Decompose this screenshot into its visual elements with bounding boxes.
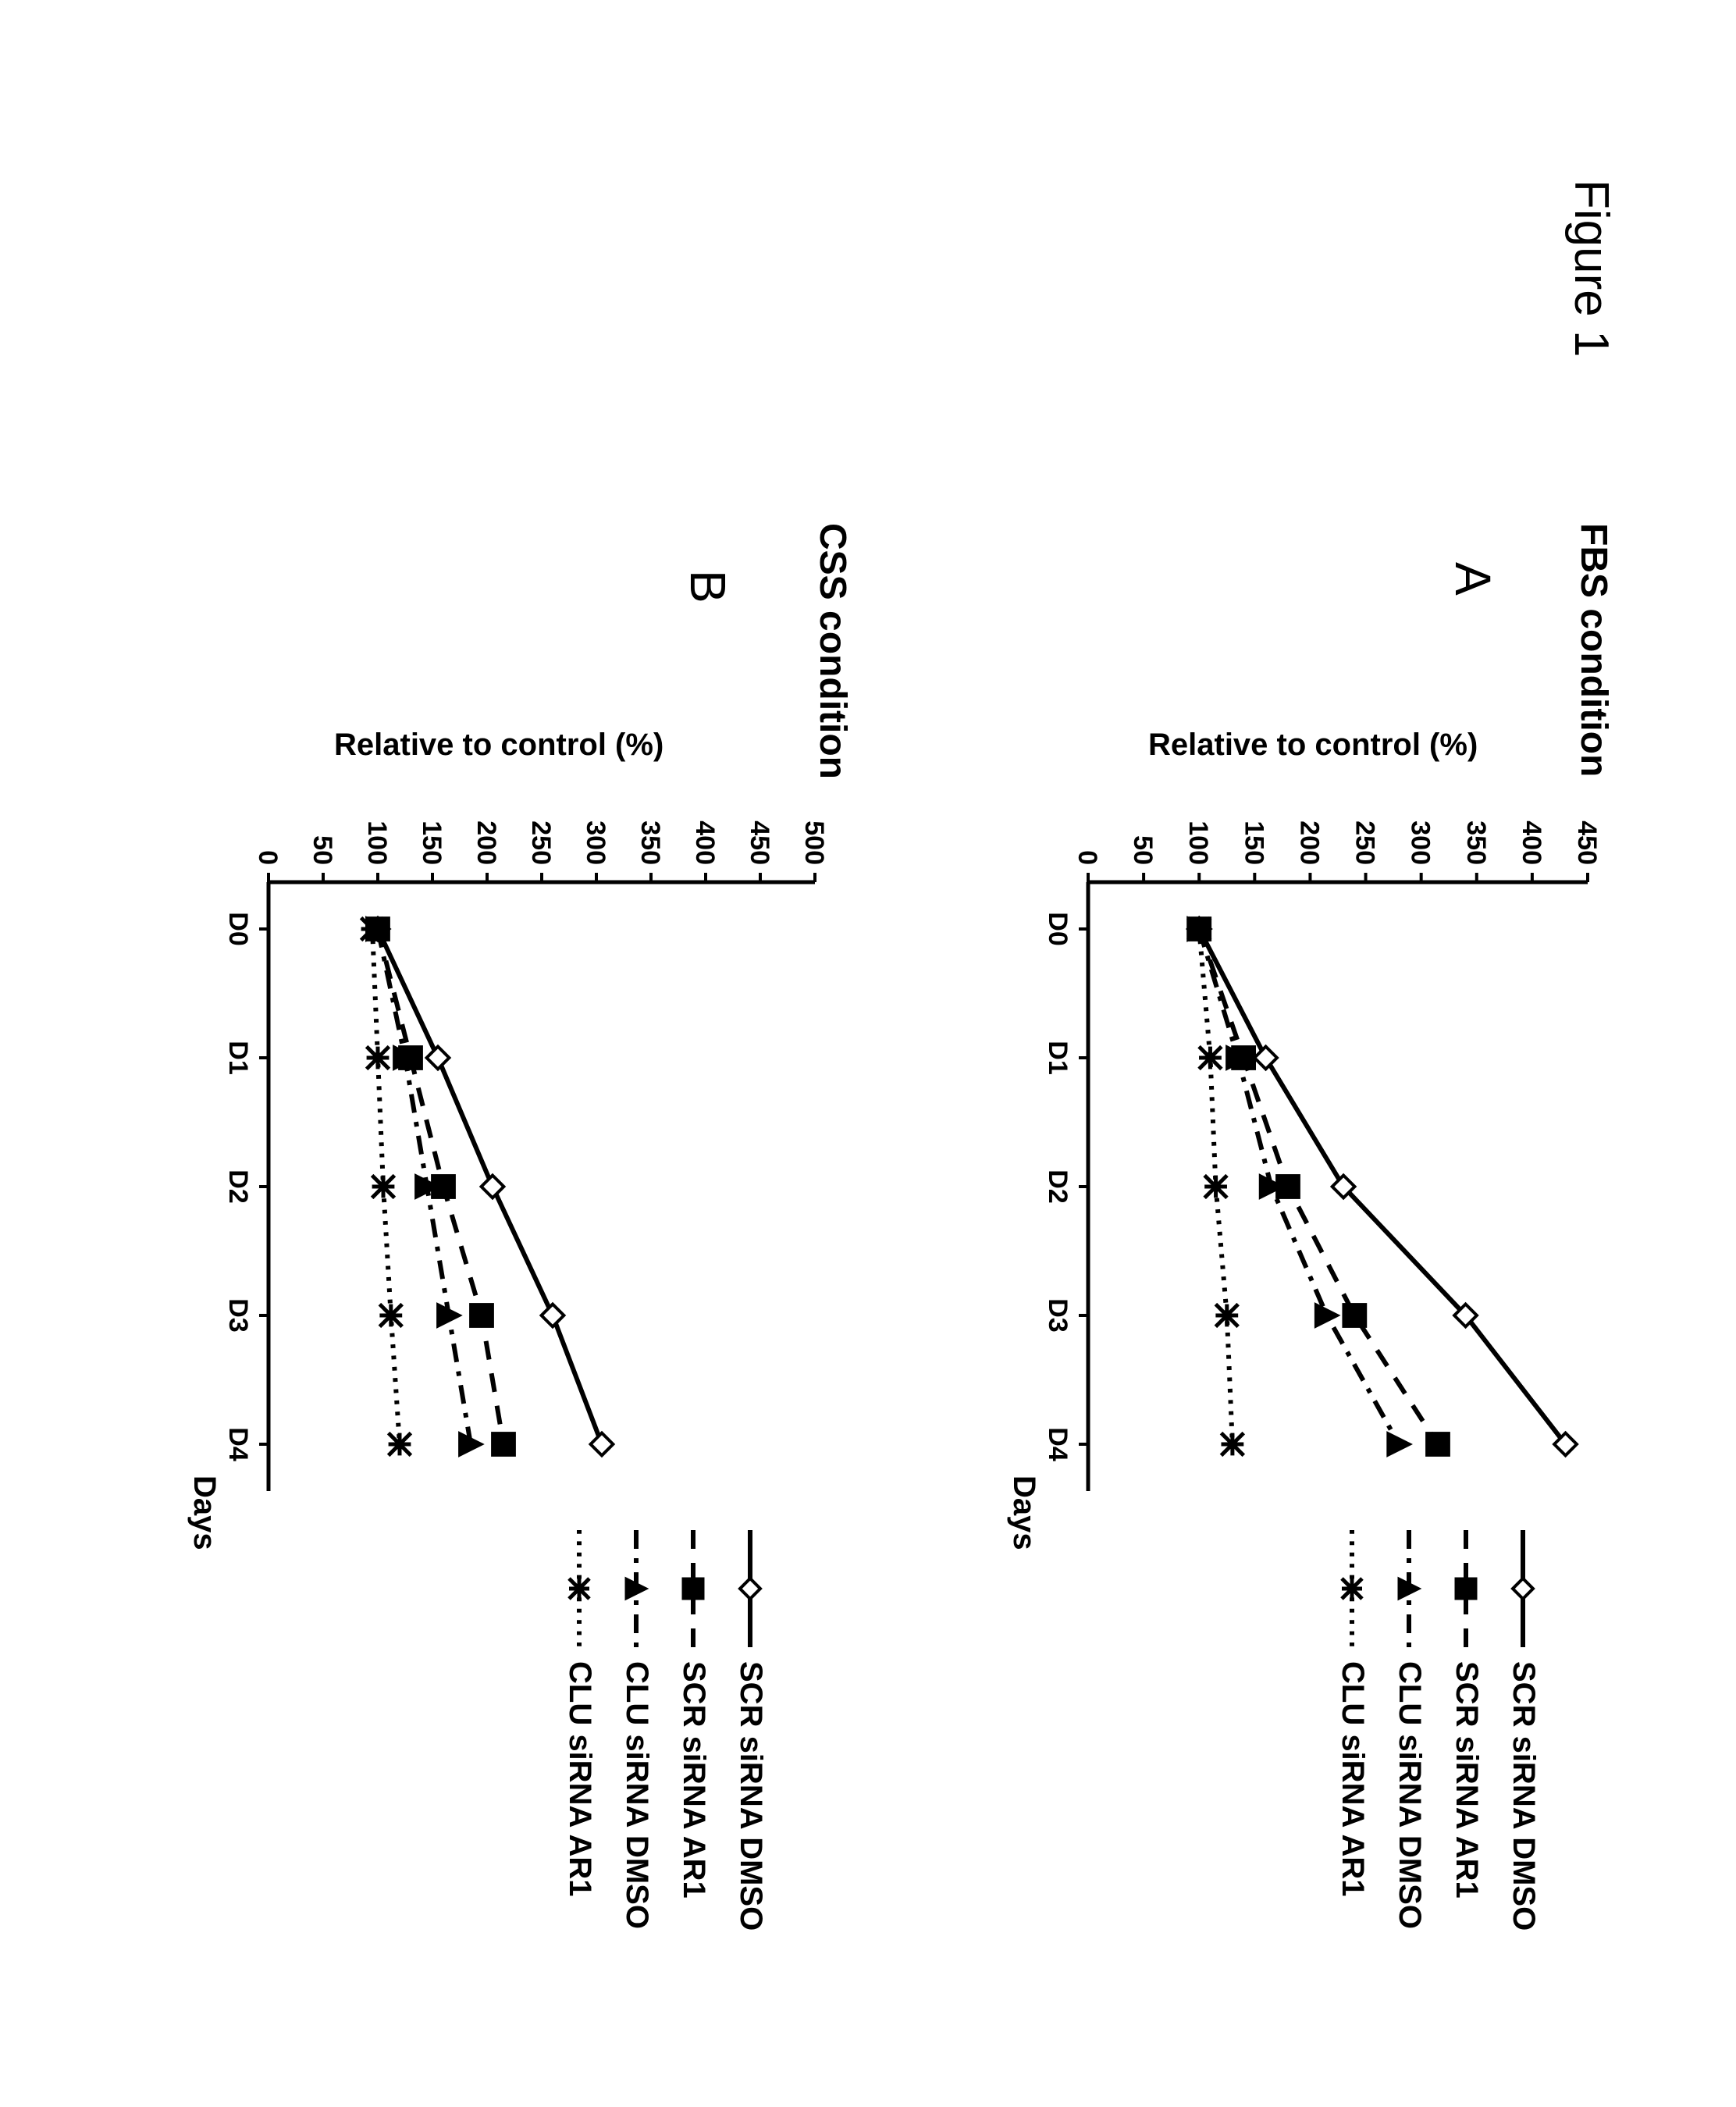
legend-label: CLU siRNA DMSO [619, 1661, 654, 1929]
legend-label: SCR siRNA AR1 [1449, 1661, 1484, 1899]
svg-text:D1: D1 [223, 1041, 253, 1074]
legend-item-scr_ar1: SCR siRNA AR1 [1449, 1530, 1484, 1931]
legend-item-clu_dmso: CLU siRNA DMSO [1392, 1530, 1427, 1931]
svg-text:D2: D2 [223, 1169, 253, 1203]
rotated-layout: Figure 1 FBS condition A Relative to con… [0, 0, 1736, 2107]
svg-text:200: 200 [1294, 820, 1324, 865]
svg-text:150: 150 [417, 820, 446, 865]
svg-text:350: 350 [1461, 820, 1491, 865]
svg-text:250: 250 [1350, 820, 1380, 865]
svg-text:D2: D2 [1043, 1169, 1073, 1203]
svg-text:50: 50 [1128, 835, 1158, 865]
svg-text:250: 250 [526, 820, 556, 865]
svg-text:150: 150 [1239, 820, 1268, 865]
x-axis-label: Days [187, 1475, 222, 1550]
svg-text:400: 400 [690, 820, 720, 865]
panel-a-letter: A [1444, 562, 1502, 596]
legend-item-scr_dmso: SCR siRNA DMSO [733, 1530, 768, 1931]
x-axis-label: Days [1006, 1475, 1041, 1550]
legend-label: CLU siRNA DMSO [1392, 1661, 1427, 1929]
svg-text:300: 300 [1406, 820, 1435, 865]
y-axis-label: Relative to control (%) [1148, 728, 1478, 763]
legend-item-scr_ar1: SCR siRNA AR1 [676, 1530, 711, 1931]
svg-text:D3: D3 [223, 1298, 253, 1332]
chart-svg: 0 50 100 150 200 250 300 350 400 450 D0 D1 D2 D3 D4 [1002, 781, 1603, 1507]
chart-svg: 0 50 100 150 200 250 300 350 400 450 500 D0 D1 D2 D3 D4 [183, 781, 831, 1507]
svg-text:50: 50 [308, 835, 337, 865]
legend-label: CLU siRNA AR1 [562, 1661, 597, 1897]
svg-text:100: 100 [362, 820, 392, 865]
svg-text:500: 500 [799, 820, 829, 865]
legend-swatch-icon [678, 1530, 710, 1647]
svg-text:D4: D4 [1043, 1427, 1073, 1461]
page: Figure 1 FBS condition A Relative to con… [0, 0, 1736, 2107]
legend-swatch-icon [1394, 1530, 1425, 1647]
panel-a-chart: Relative to control (%)05010015020025030… [971, 734, 1603, 1928]
svg-text:D3: D3 [1043, 1298, 1073, 1332]
svg-text:D0: D0 [1043, 912, 1073, 945]
svg-text:450: 450 [1572, 820, 1602, 865]
svg-text:D4: D4 [223, 1427, 253, 1461]
legend-swatch-icon [1508, 1530, 1539, 1647]
panel-b-chart: Relative to control (%)05010015020025030… [151, 734, 831, 1928]
svg-text:D0: D0 [223, 912, 253, 945]
legend-label: SCR siRNA DMSO [1506, 1661, 1541, 1931]
svg-text:0: 0 [253, 850, 283, 865]
svg-text:300: 300 [581, 820, 610, 865]
svg-text:0: 0 [1073, 850, 1102, 865]
legend-item-scr_dmso: SCR siRNA DMSO [1506, 1530, 1541, 1931]
legend-label: SCR siRNA AR1 [676, 1661, 711, 1899]
legend-item-clu_ar1: CLU siRNA AR1 [562, 1530, 597, 1931]
svg-text:400: 400 [1517, 820, 1546, 865]
legend-swatch-icon [564, 1530, 596, 1647]
legend-item-clu_dmso: CLU siRNA DMSO [619, 1530, 654, 1931]
figure-title: Figure 1 [1563, 180, 1619, 357]
legend-swatch-icon [1337, 1530, 1368, 1647]
legend-swatch-icon [735, 1530, 767, 1647]
svg-text:100: 100 [1183, 820, 1213, 865]
legend-item-clu_ar1: CLU siRNA AR1 [1335, 1530, 1370, 1931]
svg-text:D1: D1 [1043, 1041, 1073, 1074]
y-axis-label: Relative to control (%) [334, 728, 663, 763]
legend-label: CLU siRNA AR1 [1335, 1661, 1370, 1897]
legend-swatch-icon [621, 1530, 653, 1647]
svg-text:450: 450 [745, 820, 774, 865]
legend: SCR siRNA DMSO SCR siRNA AR1 CLU siRNA D… [540, 1530, 768, 1931]
panel-b-letter: B [679, 570, 737, 603]
legend: SCR siRNA DMSO SCR siRNA AR1 CLU siRNA D… [1313, 1530, 1541, 1931]
svg-text:350: 350 [635, 820, 665, 865]
legend-label: SCR siRNA DMSO [733, 1661, 768, 1931]
svg-text:200: 200 [471, 820, 501, 865]
legend-swatch-icon [1451, 1530, 1482, 1647]
